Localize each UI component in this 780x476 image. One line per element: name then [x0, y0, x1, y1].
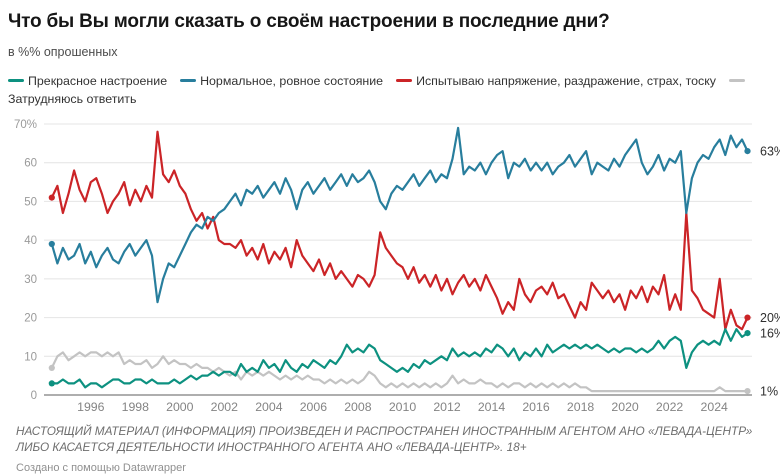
series-end-dot-normal: [744, 148, 751, 155]
series-line-difficult[interactable]: [50, 351, 749, 393]
y-tick-label: 10: [24, 351, 37, 363]
x-tick-label: 2004: [255, 400, 283, 414]
series-end-label-excellent: 16%: [760, 326, 780, 340]
legend-swatch-icon: [8, 78, 24, 82]
y-tick-label: 0: [31, 390, 37, 402]
series-start-dot-normal: [48, 240, 55, 248]
y-tick-label: 70%: [14, 119, 37, 131]
x-tick-label: 2012: [433, 400, 461, 414]
line-chart[interactable]: 0 10 20 30 40 50 60 70% 1996 1998 2000 2002 2004 2006…: [8, 112, 780, 414]
footer-disclaimer: НАСТОЯЩИЙ МАТЕРИАЛ (ИНФОРМАЦИЯ) ПРОИЗВЕД…: [16, 424, 753, 454]
series-end-label-tension: 20%: [760, 311, 780, 325]
series-end-label-normal: 63%: [760, 144, 780, 158]
y-tick-label: 20: [24, 313, 37, 325]
series-line-excellent[interactable]: [50, 328, 749, 389]
chart-title: Что бы Вы могли сказать о своём настроен…: [8, 11, 610, 32]
legend-swatch-icon: [728, 78, 745, 82]
x-tick-label: 2016: [522, 400, 550, 414]
x-tick-label: 2024: [701, 400, 729, 414]
x-tick-label: 2010: [389, 400, 417, 414]
y-tick-label: 50: [24, 196, 37, 208]
series-start-dot-tension: [48, 194, 55, 201]
x-tick-label: 2014: [478, 400, 506, 414]
series-end-label-difficult: 1%: [760, 384, 778, 398]
legend-label: Испытываю напряжение, раздражение, страх…: [416, 74, 716, 88]
y-tick-label: 40: [24, 235, 37, 247]
series-end-dot-excellent: [744, 330, 751, 337]
x-tick-label: 2000: [166, 400, 194, 414]
legend-item-excellent: Прекрасное настроение: [8, 74, 167, 88]
legend-item-tension: Испытываю напряжение, раздражение, страх…: [396, 74, 716, 88]
x-tick-label: 2002: [211, 400, 239, 414]
x-tick-label: 2008: [344, 400, 372, 414]
series-end-dot-difficult: [744, 388, 751, 395]
legend-label: Затрудняюсь ответить: [8, 92, 137, 106]
series-line-tension[interactable]: [50, 130, 749, 331]
series-end-dot-tension: [744, 314, 751, 321]
legend-swatch-icon: [180, 78, 197, 82]
legend-label: Прекрасное настроение: [28, 74, 168, 88]
series-start-dot-difficult: [48, 364, 55, 371]
x-tick-label: 1998: [122, 400, 150, 414]
series-line-normal[interactable]: [50, 126, 749, 304]
x-tick-label: 2006: [300, 400, 328, 414]
legend-label: Нормальное, ровное состояние: [200, 74, 384, 88]
x-tick-label: 1996: [77, 400, 105, 414]
legend-swatch-icon: [396, 78, 413, 82]
legend-item-normal: Нормальное, ровное состояние: [180, 74, 383, 88]
x-tick-label: 2018: [567, 400, 595, 414]
series-start-dot-excellent: [48, 380, 55, 387]
x-tick-label: 2020: [611, 400, 639, 414]
datawrapper-credit[interactable]: Создано с помощью Datawrapper: [16, 462, 186, 474]
x-tick-label: 2022: [656, 400, 684, 414]
chart-subtitle: в %% опрошенных: [8, 45, 118, 59]
y-tick-label: 30: [24, 274, 37, 286]
y-tick-label: 60: [24, 158, 37, 170]
legend: Прекрасное настроение Нормальное, ровное …: [8, 72, 772, 108]
legend-item-difficult: Затрудняюсь ответить: [8, 74, 749, 106]
